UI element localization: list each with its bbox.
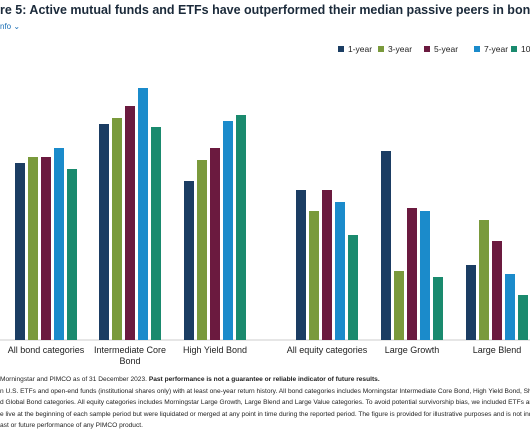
bar	[41, 157, 51, 340]
legend-label: 1-year	[348, 44, 373, 54]
footnote: d Global Bond categories. All equity cat…	[0, 399, 530, 406]
bar	[309, 211, 319, 340]
info-link-text[interactable]: nfo	[0, 22, 12, 31]
legend-swatch	[424, 46, 430, 52]
x-tick-label: Intermediate Core Bond	[93, 345, 167, 366]
bar	[296, 190, 306, 340]
bar	[479, 220, 489, 340]
legend-item: 5-year	[424, 44, 458, 54]
legend-swatch	[511, 46, 517, 52]
footnote-text: d Global Bond categories. All equity cat…	[0, 399, 530, 406]
bar	[112, 118, 122, 340]
bar	[151, 127, 161, 340]
footnote-text: n U.S. ETFs and open-end funds (institut…	[0, 387, 530, 395]
bar	[67, 169, 77, 340]
bar	[420, 211, 430, 340]
info-link[interactable]: nfo ⌄	[0, 22, 21, 31]
x-tick-label: All equity categories	[286, 345, 368, 355]
bar	[138, 88, 148, 340]
footnote-text: Morningstar and PIMCO as of 31 December …	[0, 376, 149, 383]
bar	[15, 163, 25, 340]
bar	[54, 148, 64, 340]
legend-label: 10-	[521, 44, 530, 54]
bar	[125, 106, 135, 340]
legend-label: 3-year	[388, 44, 413, 54]
footnote: n U.S. ETFs and open-end funds (institut…	[0, 388, 530, 395]
x-tick-label: High Yield Bond	[182, 345, 248, 355]
legend-item: 10-	[511, 44, 530, 54]
bar	[407, 208, 417, 340]
bar	[210, 148, 220, 340]
footnote: Morningstar and PIMCO as of 31 December …	[0, 376, 530, 383]
bar	[433, 277, 443, 340]
legend-label: 5-year	[434, 44, 459, 54]
footnote: ast or future performance of any PIMCO p…	[0, 422, 530, 429]
legend-item: 1-year	[338, 44, 372, 54]
bar	[184, 181, 194, 340]
bar	[492, 241, 502, 340]
bar	[99, 124, 109, 340]
chart-title: re 5: Active mutual funds and ETFs have …	[0, 3, 530, 17]
x-tick-label: All bond categories	[7, 345, 85, 355]
legend-label: 7-year	[484, 44, 509, 54]
legend-swatch	[378, 46, 384, 52]
bar	[322, 190, 332, 340]
footnote-text: e live at the beginning of each sample p…	[0, 410, 530, 418]
bar	[197, 160, 207, 340]
bar	[518, 295, 528, 340]
footnote-bold: Past performance is not a guarantee or r…	[148, 376, 380, 383]
bar	[335, 202, 345, 340]
bar	[394, 271, 404, 340]
footnote: e live at the beginning of each sample p…	[0, 411, 530, 418]
legend-swatch	[338, 46, 344, 52]
legend-item: 3-year	[378, 44, 412, 54]
bar	[381, 151, 391, 340]
bar	[466, 265, 476, 340]
legend-item: 7-year	[474, 44, 508, 54]
footnote-text: ast or future performance of any PIMCO p…	[0, 422, 143, 429]
bar	[505, 274, 515, 340]
x-tick-label: Large Blend	[472, 345, 522, 355]
bar	[28, 157, 38, 340]
bar	[348, 235, 358, 340]
bar	[223, 121, 233, 340]
legend-swatch	[474, 46, 480, 52]
bar	[236, 115, 246, 340]
x-tick-label: Large Growth	[384, 345, 440, 355]
